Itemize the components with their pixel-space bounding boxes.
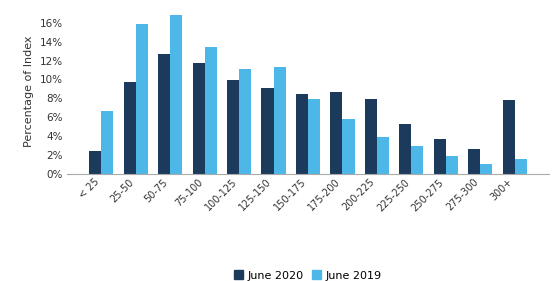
Bar — [503, 100, 515, 174]
Bar — [101, 111, 113, 174]
Bar — [343, 119, 354, 174]
Bar — [330, 92, 343, 174]
Bar — [412, 146, 423, 174]
Bar — [227, 80, 239, 174]
Bar — [434, 139, 446, 174]
Bar — [262, 88, 273, 174]
Bar — [308, 99, 320, 174]
Bar — [515, 159, 527, 174]
Bar — [170, 15, 182, 174]
Bar — [136, 24, 148, 174]
Bar — [365, 99, 377, 174]
Bar — [193, 64, 204, 174]
Legend: June 2020, June 2019: June 2020, June 2019 — [230, 266, 386, 281]
Bar — [204, 47, 217, 174]
Y-axis label: Percentage of Index: Percentage of Index — [24, 36, 34, 147]
Bar — [468, 149, 480, 174]
Bar — [399, 124, 412, 174]
Bar — [239, 69, 251, 174]
Bar — [273, 67, 286, 174]
Bar — [446, 156, 458, 174]
Bar — [296, 94, 308, 174]
Bar — [158, 54, 170, 174]
Bar — [480, 164, 492, 174]
Bar — [89, 151, 101, 174]
Bar — [124, 82, 136, 174]
Bar — [377, 137, 389, 174]
